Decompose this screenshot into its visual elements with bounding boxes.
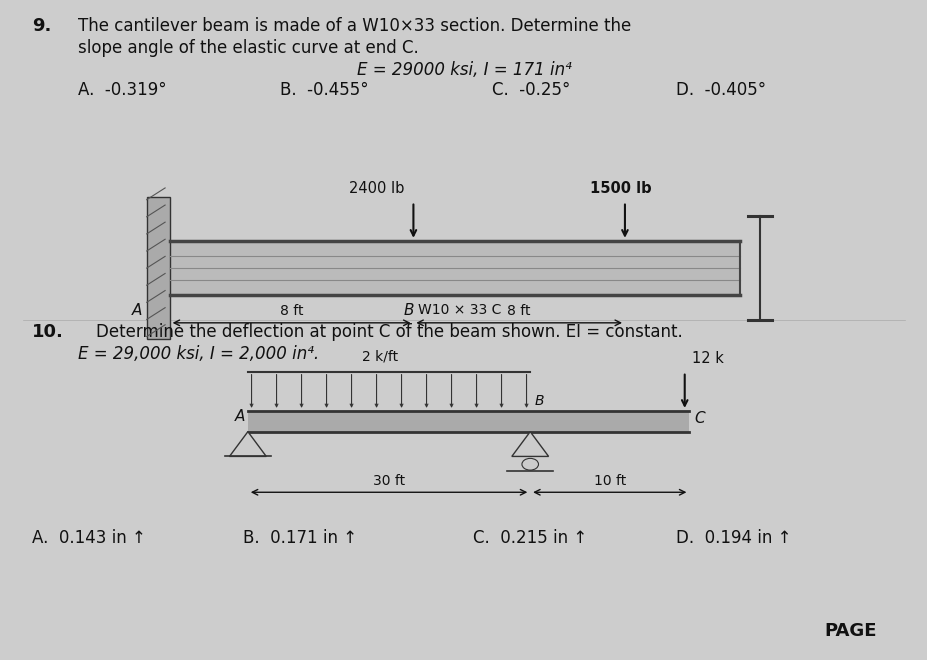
Text: D.  -0.405°: D. -0.405° — [675, 81, 765, 99]
Text: 10 ft: 10 ft — [593, 474, 625, 488]
Text: B: B — [534, 394, 544, 408]
Bar — [146, 197, 170, 339]
Text: 10.: 10. — [32, 323, 64, 341]
Text: Determine the deflection at point C of the beam shown. EI = constant.: Determine the deflection at point C of t… — [96, 323, 682, 341]
Text: A: A — [235, 409, 245, 424]
Text: 9.: 9. — [32, 17, 51, 35]
Text: B.  0.171 in ↑: B. 0.171 in ↑ — [243, 529, 357, 546]
Text: C: C — [693, 411, 704, 426]
Text: A.  0.143 in ↑: A. 0.143 in ↑ — [32, 529, 146, 546]
Text: 8 ft: 8 ft — [507, 304, 530, 318]
Text: 8 ft: 8 ft — [280, 304, 303, 318]
Text: 2 k/ft: 2 k/ft — [362, 350, 398, 364]
Bar — [170, 241, 739, 296]
Text: A: A — [132, 304, 142, 318]
Text: 12 k: 12 k — [692, 352, 723, 366]
Circle shape — [521, 459, 538, 470]
Text: 30 ft: 30 ft — [373, 474, 405, 488]
Text: C.  -0.25°: C. -0.25° — [491, 81, 569, 99]
Text: W10 × 33 C: W10 × 33 C — [417, 304, 501, 317]
Text: 2400 lb: 2400 lb — [349, 182, 404, 197]
Text: D.  0.194 in ↑: D. 0.194 in ↑ — [675, 529, 790, 546]
Text: E = 29,000 ksi, I = 2,000 in⁴.: E = 29,000 ksi, I = 2,000 in⁴. — [78, 345, 319, 363]
Text: The cantilever beam is made of a W10×33 section. Determine the: The cantilever beam is made of a W10×33 … — [78, 17, 630, 35]
Bar — [248, 411, 689, 432]
Text: A.  -0.319°: A. -0.319° — [78, 81, 166, 99]
Text: PAGE: PAGE — [823, 622, 876, 640]
Polygon shape — [229, 432, 266, 457]
Text: B.  -0.455°: B. -0.455° — [280, 81, 368, 99]
Text: B: B — [403, 304, 413, 318]
Text: C.  0.215 in ↑: C. 0.215 in ↑ — [473, 529, 587, 546]
Polygon shape — [512, 432, 548, 457]
Text: E = 29000 ksi, I = 171 in⁴: E = 29000 ksi, I = 171 in⁴ — [356, 61, 571, 79]
Text: 1500 lb: 1500 lb — [590, 182, 651, 197]
Text: slope angle of the elastic curve at end C.: slope angle of the elastic curve at end … — [78, 39, 418, 57]
